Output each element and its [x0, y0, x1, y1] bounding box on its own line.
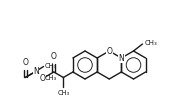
- Text: O: O: [39, 74, 45, 83]
- Text: O: O: [106, 47, 112, 56]
- Text: CH₃: CH₃: [45, 75, 57, 81]
- Text: N: N: [33, 67, 39, 76]
- Text: CH₃: CH₃: [57, 90, 69, 96]
- Text: N: N: [118, 54, 124, 62]
- Text: CH₃: CH₃: [45, 62, 57, 68]
- Text: O: O: [118, 54, 124, 62]
- Text: O: O: [118, 54, 124, 62]
- Text: O: O: [51, 52, 57, 61]
- Text: O: O: [22, 58, 28, 67]
- Text: CH₃: CH₃: [144, 40, 157, 46]
